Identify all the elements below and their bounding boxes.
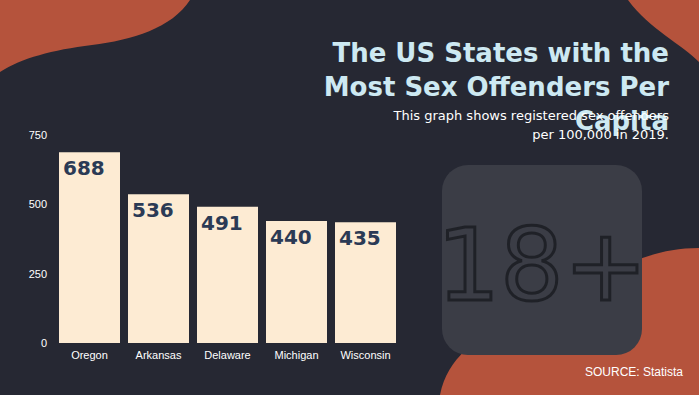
svg-text:0: 0	[41, 337, 47, 349]
svg-text:491: 491	[201, 211, 243, 235]
svg-text:Wisconsin: Wisconsin	[340, 349, 390, 361]
svg-text:Michigan: Michigan	[274, 349, 318, 361]
svg-text:688: 688	[63, 156, 105, 180]
svg-text:440: 440	[270, 225, 312, 249]
svg-text:18+: 18+	[436, 207, 647, 324]
html-text:SOURCE: Statista: SOURCE: Statista	[585, 365, 683, 379]
svg-text:Arkansas: Arkansas	[136, 349, 182, 361]
svg-text:536: 536	[132, 198, 174, 222]
html-text:This graph shows registered se: This graph shows registered sex offender…	[393, 108, 669, 142]
svg-text:500: 500	[29, 198, 47, 210]
svg-text:Delaware: Delaware	[204, 349, 250, 361]
svg-text:435: 435	[339, 226, 381, 250]
svg-text:250: 250	[29, 268, 47, 280]
svg-text:Oregon: Oregon	[71, 349, 108, 361]
html-text:The US States with the Most Se: The US States with the Most Sex Offender…	[323, 38, 669, 136]
svg-text:750: 750	[29, 129, 47, 141]
